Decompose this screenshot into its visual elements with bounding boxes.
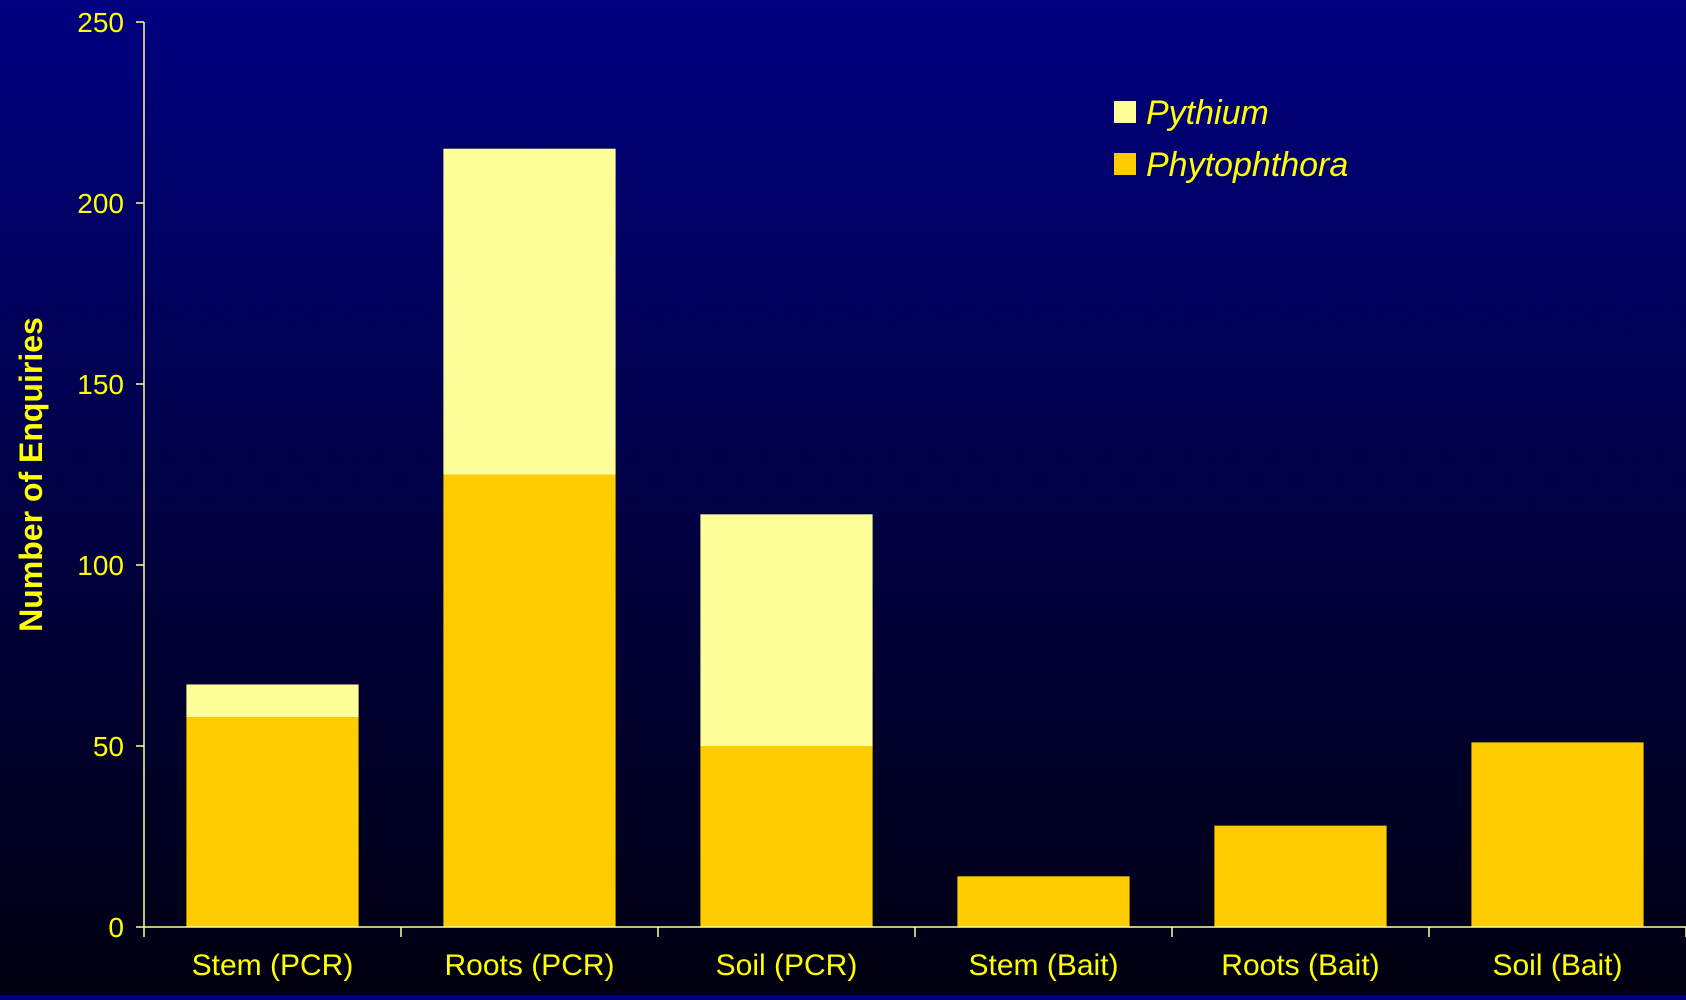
bar-phytophthora-5: [1214, 825, 1387, 927]
axes-layer: [136, 21, 1686, 937]
bar-pythium-1: [186, 684, 359, 718]
legend-swatch-pythium: [1114, 101, 1136, 123]
bar-phytophthora-1: [186, 717, 359, 927]
y-tick-label: 200: [77, 188, 124, 219]
y-axis-title: Number of Enquiries: [13, 317, 49, 632]
x-tick-label: Soil (Bait): [1492, 949, 1622, 982]
x-tick-label: Roots (Bait): [1221, 949, 1379, 982]
legend-label-phytophthora: Phytophthora: [1146, 146, 1348, 184]
bar-phytophthora-4: [957, 876, 1130, 927]
bar-phytophthora-6: [1471, 742, 1644, 927]
x-tick-label: Roots (PCR): [444, 949, 614, 982]
bar-phytophthora-2: [443, 474, 616, 927]
y-tick-label: 150: [77, 369, 124, 400]
bar-phytophthora-3: [700, 746, 873, 927]
x-tick-label: Stem (Bait): [968, 949, 1118, 982]
bar-pythium-2: [443, 148, 616, 475]
y-tick-label: 250: [77, 7, 124, 38]
legend-swatch-phytophthora: [1114, 153, 1136, 175]
legend-label-pythium: Pythium: [1146, 94, 1269, 132]
y-tick-label: 0: [108, 912, 124, 943]
bars-layer: [186, 148, 1644, 927]
y-tick-label: 50: [93, 731, 124, 762]
x-tick-label: Stem (PCR): [192, 949, 354, 982]
labels-layer: Stem (PCR) Roots (PCR) Soil (PCR) Stem (Bai…: [77, 7, 1622, 982]
legend: Pythium Phytophthora: [1114, 94, 1348, 184]
bar-pythium-3: [700, 514, 873, 746]
x-tick-label: Soil (PCR): [716, 949, 858, 982]
y-tick-label: 100: [77, 550, 124, 581]
